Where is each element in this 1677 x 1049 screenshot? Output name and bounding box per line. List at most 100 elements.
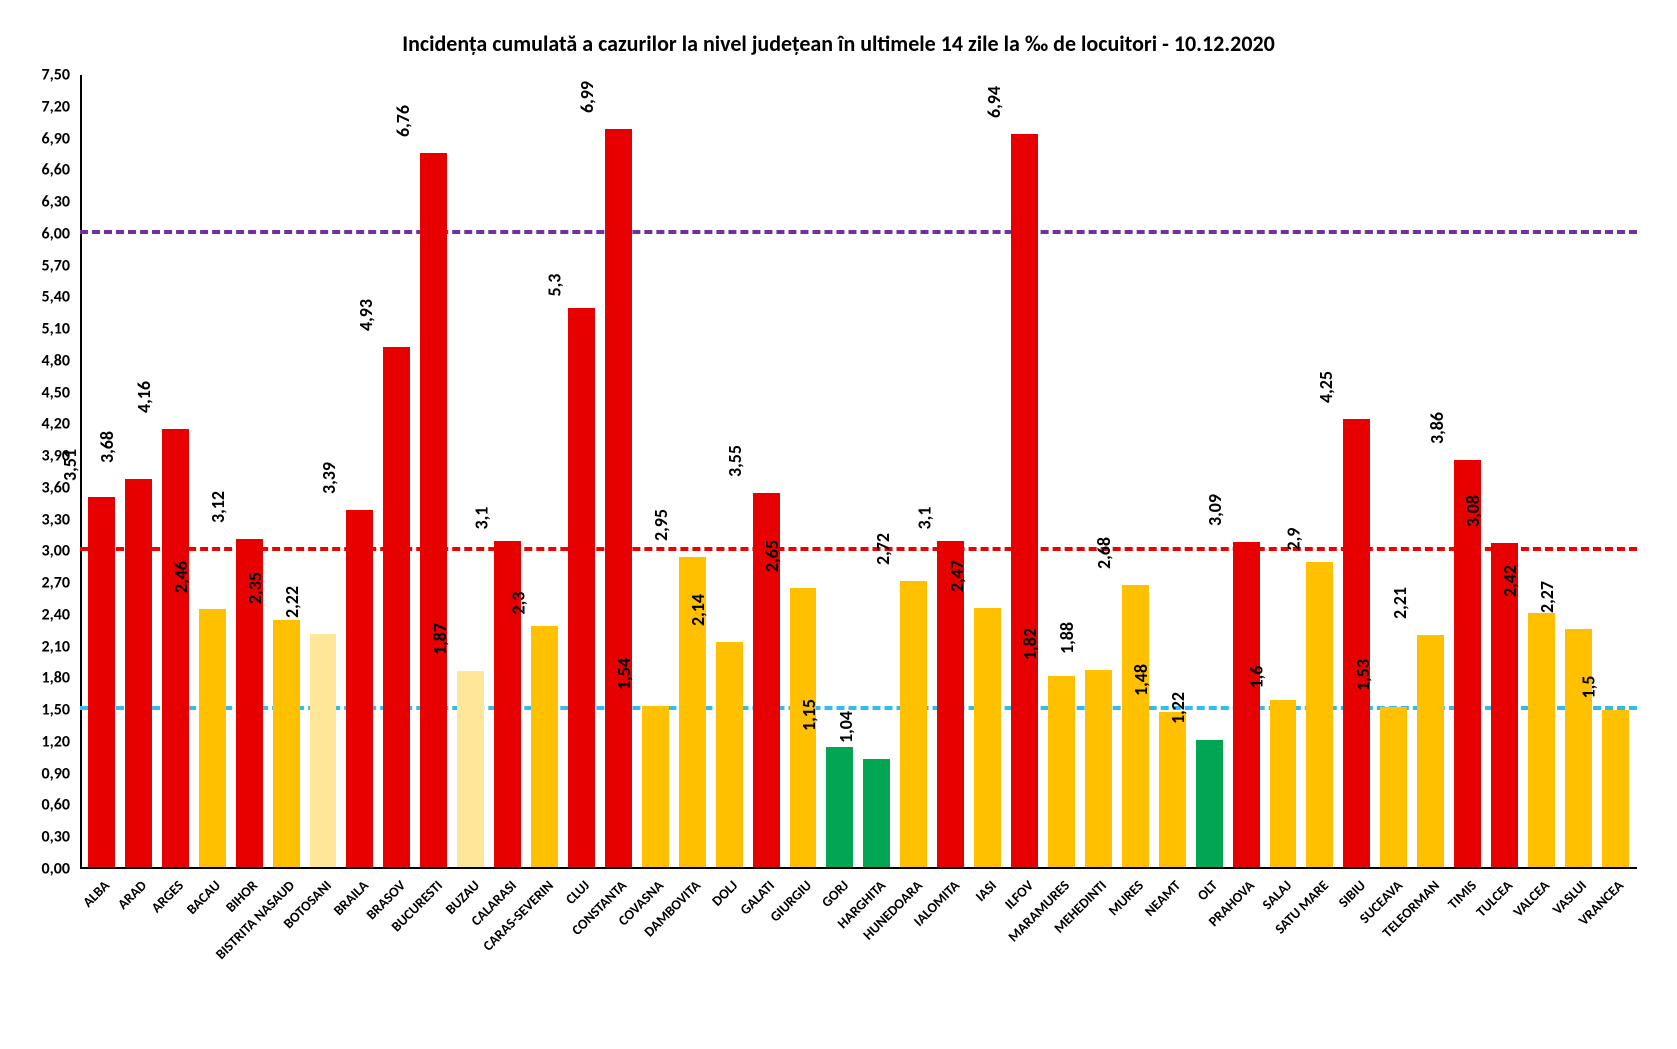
bar-slot: 1,88: [1085, 75, 1112, 869]
y-tick: 1,50: [42, 701, 70, 720]
y-tick: 2,10: [42, 637, 70, 656]
y-tick: 3,00: [42, 542, 70, 561]
bar-slot: 2,27: [1565, 75, 1592, 869]
bar-value-label: 2,47: [946, 559, 968, 591]
bar-value-label: 1,5: [1578, 676, 1600, 699]
bar: 2,9: [1306, 562, 1333, 869]
bar-value-label: 3,12: [207, 491, 229, 523]
bar: 2,21: [1417, 635, 1444, 869]
bar-slot: 2,72: [900, 75, 927, 869]
bar-value-label: 1,88: [1056, 622, 1078, 654]
bar: 3,09: [1233, 542, 1260, 869]
bar-slot: 5,3: [568, 75, 595, 869]
bar-slot: 4,93: [383, 75, 410, 869]
y-tick: 6,60: [42, 161, 70, 180]
bar: 6,99: [605, 129, 632, 869]
y-tick: 0,30: [42, 828, 70, 847]
bar: 2,3: [531, 626, 558, 869]
bar-value-label: 3,08: [1462, 495, 1484, 527]
bar-value-label: 1,15: [798, 699, 820, 731]
x-category-label: OLT: [1194, 877, 1221, 904]
y-tick: 1,20: [42, 732, 70, 751]
bar-value-label: 5,3: [544, 274, 566, 297]
y-tick: 4,20: [42, 415, 70, 434]
bar-value-label: 1,6: [1246, 665, 1268, 688]
bar-value-label: 2,3: [507, 591, 529, 614]
y-tick: 7,50: [42, 66, 70, 85]
bar-slot: 3,39: [346, 75, 373, 869]
bar-value-label: 2,21: [1389, 587, 1411, 619]
bar-value-label: 1,53: [1352, 659, 1374, 691]
bar-slot: 1,04: [863, 75, 890, 869]
bar-slot: 3,09: [1233, 75, 1260, 869]
bar-slot: 1,53: [1380, 75, 1407, 869]
x-axis-labels: ALBAARADARGESBACAUBIHORBISTRITA NASAUDBO…: [80, 869, 1637, 1029]
bar: 2,35: [273, 620, 300, 869]
y-tick: 7,20: [42, 97, 70, 116]
bar: 2,68: [1122, 585, 1149, 869]
bar-value-label: 2,68: [1093, 537, 1115, 569]
bar: 1,6: [1270, 700, 1297, 869]
bar-value-label: 2,65: [761, 540, 783, 572]
x-category-label: IASI: [972, 877, 1000, 905]
bar-value-label: 2,42: [1499, 565, 1521, 597]
bar-value-label: 3,1: [913, 506, 935, 529]
bar-value-label: 2,22: [281, 586, 303, 618]
bar-slot: 3,1: [494, 75, 521, 869]
y-tick: 5,40: [42, 288, 70, 307]
bar-value-label: 3,51: [59, 449, 81, 481]
bar-value-label: 3,09: [1204, 494, 1226, 526]
bar-value-label: 3,39: [318, 462, 340, 494]
bar-value-label: 2,9: [1282, 528, 1304, 551]
y-tick: 6,00: [42, 224, 70, 243]
y-tick: 5,10: [42, 320, 70, 339]
bar-slot: 2,9: [1306, 75, 1333, 869]
bar-slot: 2,68: [1122, 75, 1149, 869]
bar-slot: 1,15: [826, 75, 853, 869]
bar-value-label: 2,35: [244, 572, 266, 604]
bar-slot: 3,51: [88, 75, 115, 869]
bar-slot: 3,86: [1454, 75, 1481, 869]
bar: 1,04: [863, 759, 890, 869]
chart-title: Incidența cumulată a cazurilor la nivel …: [20, 30, 1657, 57]
incidence-bar-chart: Incidența cumulată a cazurilor la nivel …: [20, 20, 1657, 1029]
y-tick: 3,30: [42, 510, 70, 529]
bar-value-label: 1,04: [835, 711, 857, 743]
bar-slot: 2,3: [531, 75, 558, 869]
y-tick: 0,90: [42, 764, 70, 783]
bar: 3,68: [125, 479, 152, 869]
bar-slot: 3,55: [753, 75, 780, 869]
bar-value-label: 1,82: [1019, 628, 1041, 660]
bar: 2,14: [716, 642, 743, 869]
bar-value-label: 2,72: [872, 533, 894, 565]
bar: 6,94: [1011, 134, 1038, 869]
bar: 2,27: [1565, 629, 1592, 869]
y-tick: 4,50: [42, 383, 70, 402]
bar: 1,54: [642, 706, 669, 869]
bar-value-label: 3,68: [96, 431, 118, 463]
bars-group: 3,513,684,162,463,122,352,223,394,936,76…: [80, 75, 1637, 869]
bar: 1,48: [1159, 712, 1186, 869]
bar-slot: 2,46: [199, 75, 226, 869]
bar-value-label: 6,99: [576, 81, 598, 113]
x-category-label: ARGES: [148, 877, 187, 916]
bar: 1,15: [826, 747, 853, 869]
bar: 6,76: [420, 153, 447, 869]
bar: 3,1: [494, 541, 521, 869]
bar: 2,22: [310, 634, 337, 869]
bar: 2,72: [900, 581, 927, 869]
bar-slot: 1,5: [1602, 75, 1629, 869]
bar-value-label: 2,95: [650, 509, 672, 541]
bar-value-label: 1,48: [1130, 664, 1152, 696]
bar: 4,93: [383, 347, 410, 869]
x-category-label: BACAU: [183, 877, 224, 918]
bar-value-label: 2,46: [170, 561, 192, 593]
bar: 5,3: [568, 308, 595, 869]
bar: 1,5: [1602, 710, 1629, 869]
bar-value-label: 2,27: [1536, 581, 1558, 613]
bar-value-label: 4,16: [133, 381, 155, 413]
y-tick: 0,60: [42, 796, 70, 815]
y-tick: 4,80: [42, 351, 70, 370]
bar-value-label: 4,93: [355, 299, 377, 331]
bar: 1,82: [1048, 676, 1075, 869]
